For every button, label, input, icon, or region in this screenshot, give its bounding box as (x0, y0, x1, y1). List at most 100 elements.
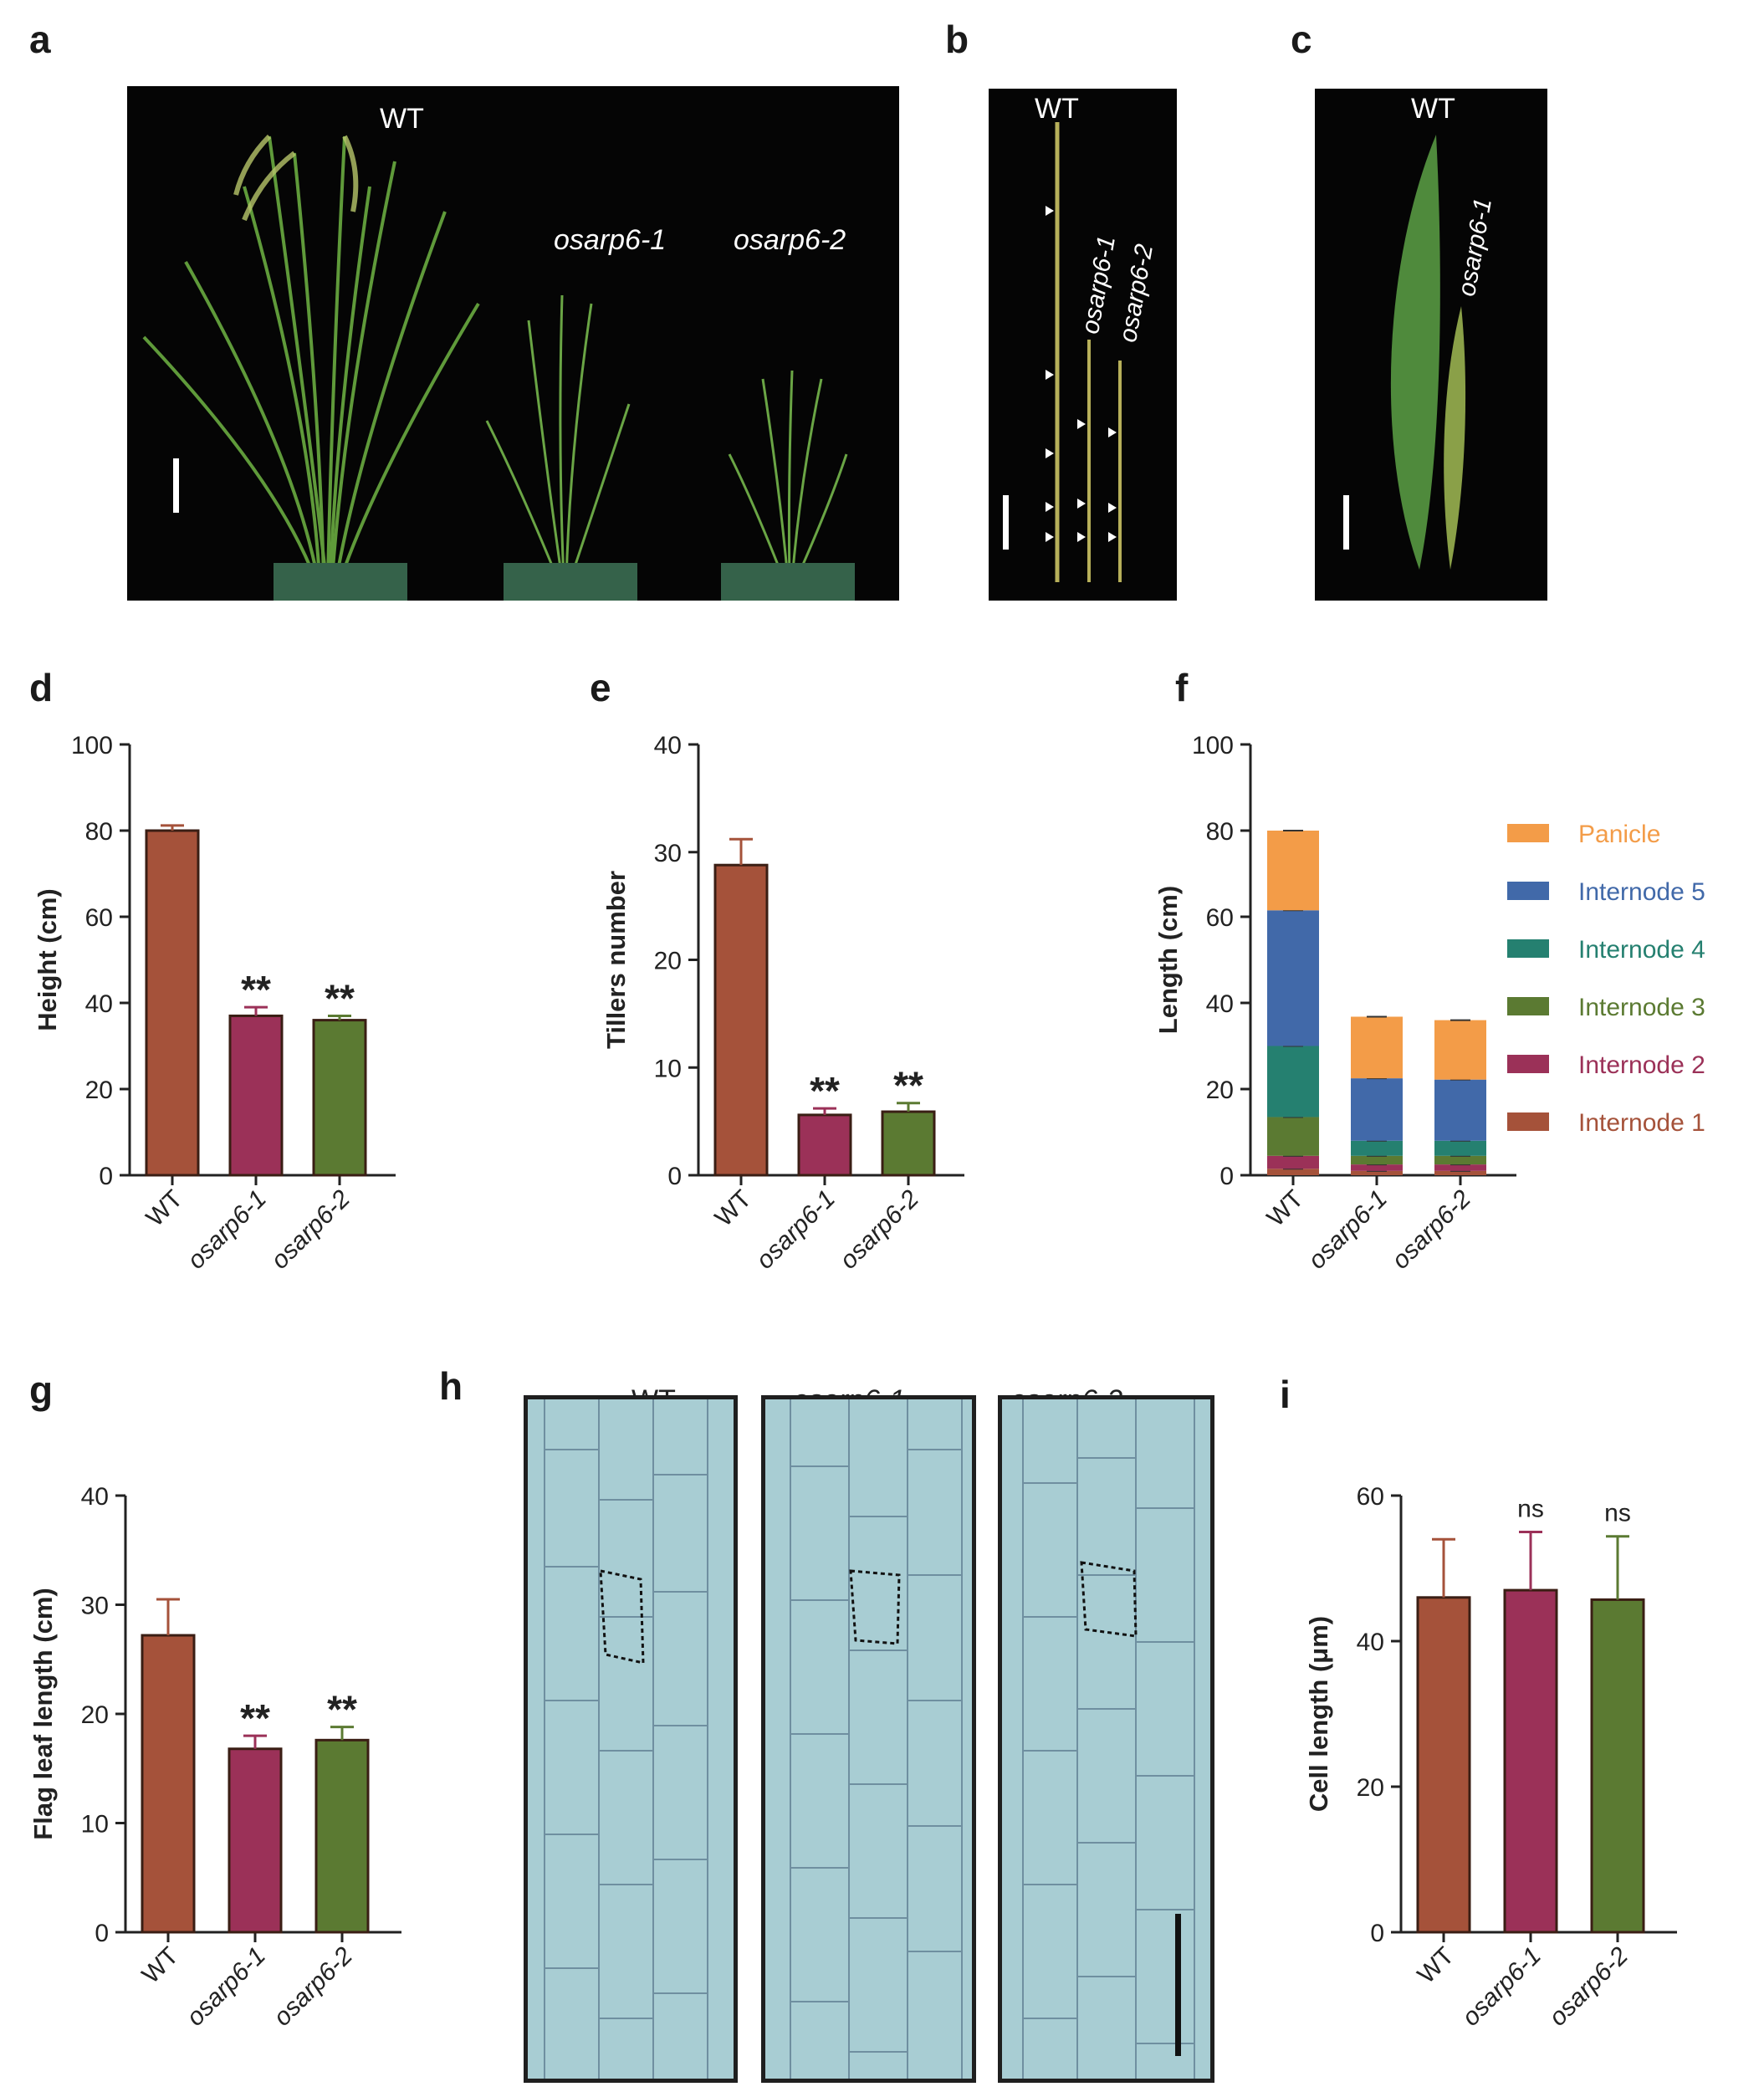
x-tick-label: osarp6-2 (268, 1941, 358, 2031)
x-tick-label: osarp6-1 (1457, 1942, 1547, 2032)
micrograph-wt (524, 1395, 738, 2083)
significance-label: ns (1517, 1496, 1544, 1523)
stacked-bar-segment (1351, 1155, 1403, 1165)
y-tick-label: 0 (1370, 1920, 1384, 1947)
significance-label: ns (1604, 1500, 1631, 1527)
y-tick-label: 0 (667, 1163, 682, 1190)
y-tick-label: 20 (1357, 1774, 1384, 1802)
y-tick-label: 60 (1357, 1483, 1384, 1511)
legend-swatch (1507, 882, 1549, 900)
panel-label-c: c (1291, 18, 1312, 61)
stacked-bar-segment (1351, 1140, 1403, 1156)
stacked-bar-segment (1351, 1016, 1403, 1079)
x-tick-label: osarp6-2 (266, 1184, 355, 1274)
bar (228, 1014, 284, 1177)
legend-swatch (1507, 1112, 1549, 1131)
stem-illustration-b (1046, 122, 1122, 582)
y-tick-label: 60 (1206, 904, 1234, 932)
stacked-bar-segment (1351, 1170, 1403, 1175)
panel-label-h: h (439, 1364, 463, 1408)
bar (312, 1019, 367, 1177)
legend-label: Internode 1 (1578, 1109, 1705, 1137)
legend-swatch (1507, 939, 1549, 958)
bar (1590, 1598, 1645, 1934)
legend-swatch (1507, 997, 1549, 1015)
y-axis-label: Height (cm) (33, 888, 62, 1031)
x-tick-label: osarp6-2 (1544, 1941, 1634, 2031)
stacked-bar-segment (1434, 1164, 1486, 1171)
y-tick-label: 80 (85, 818, 113, 846)
flag-leaf-bar-chart: 0 10 20 30 40 Flag leaf length (cm) WTosarp6-1… (28, 1483, 401, 2032)
x-tick-label: osarp6-2 (1387, 1184, 1476, 1274)
bar (1503, 1588, 1558, 1934)
photo-a-wt-label: WT (380, 103, 424, 135)
stacked-bar-segment (1434, 1170, 1486, 1175)
y-tick-label: 10 (654, 1055, 682, 1082)
bar (228, 1747, 283, 1934)
y-tick-label: 80 (1206, 818, 1234, 846)
panel-label-g: g (29, 1368, 54, 1412)
x-tick-label: osarp6-1 (182, 1185, 272, 1275)
scale-bar-c (1343, 495, 1349, 550)
y-tick-label: 40 (1206, 990, 1234, 1018)
y-tick-label: 30 (654, 840, 682, 867)
y-tick-label: 0 (1219, 1163, 1234, 1190)
cell-outline-osarp6-2 (1022, 1399, 1195, 2079)
stacked-bar-segment (1434, 1020, 1486, 1080)
bar (881, 1110, 936, 1177)
y-tick-label: 0 (99, 1163, 113, 1190)
y-tick-label: 20 (654, 948, 682, 975)
y-axis-label: Length (cm) (1153, 886, 1183, 1034)
stacked-bar-segment (1267, 1169, 1319, 1175)
y-tick-label: 0 (95, 1920, 109, 1947)
panel-label-i: i (1280, 1373, 1291, 1416)
scale-bar-b (1003, 495, 1009, 550)
stacked-bar-segment (1267, 1046, 1319, 1118)
bar (141, 1634, 196, 1934)
bar (314, 1738, 370, 1934)
x-tick-label: WT (1262, 1185, 1309, 1232)
stacked-bar-segment (1267, 831, 1319, 911)
y-tick-label: 40 (81, 1483, 109, 1511)
y-tick-label: 10 (81, 1811, 109, 1839)
panel-label-b: b (945, 18, 969, 61)
significance-label: ** (241, 968, 271, 1011)
significance-label: ** (325, 976, 355, 1020)
x-tick-label: WT (137, 1942, 184, 1989)
y-tick-label: 40 (1357, 1629, 1384, 1656)
stacked-bar-segment (1351, 1078, 1403, 1141)
scale-bar-a (173, 458, 179, 513)
stacked-bar-segment (1267, 910, 1319, 1046)
significance-label: ** (893, 1064, 923, 1107)
y-tick-label: 20 (81, 1701, 109, 1729)
x-tick-label: osarp6-1 (751, 1185, 841, 1275)
plant-illustration-a (142, 134, 855, 601)
y-axis-label: Tillers number (601, 871, 631, 1049)
legend-label: Internode 5 (1578, 878, 1705, 906)
y-tick-label: 30 (81, 1593, 109, 1620)
legend-label: Internode 2 (1578, 1051, 1705, 1079)
legend-swatch (1507, 1055, 1549, 1073)
stacked-bar-segment (1434, 1079, 1486, 1141)
x-tick-label: osarp6-2 (835, 1184, 924, 1274)
y-tick-label: 40 (85, 990, 113, 1018)
legend-swatch (1507, 824, 1549, 842)
micrograph-osarp6-1 (761, 1395, 976, 2083)
micrograph-osarp6-2 (998, 1395, 1214, 2083)
y-tick-label: 100 (1192, 732, 1234, 760)
legend-label: Internode 4 (1578, 936, 1705, 964)
bar (1416, 1596, 1471, 1934)
x-tick-label: WT (710, 1185, 757, 1232)
panel-label-d: d (29, 666, 54, 709)
x-tick-label: osarp6-1 (1303, 1185, 1393, 1275)
significance-label: ** (327, 1688, 357, 1731)
leaf-photo-c: WT osarp6-1 (1315, 89, 1547, 601)
bar (713, 863, 769, 1177)
x-tick-label: WT (141, 1185, 188, 1232)
y-axis-label: Flag leaf length (cm) (28, 1588, 58, 1839)
legend-label: Internode 3 (1578, 994, 1705, 1021)
panel-label-f: f (1175, 666, 1189, 709)
